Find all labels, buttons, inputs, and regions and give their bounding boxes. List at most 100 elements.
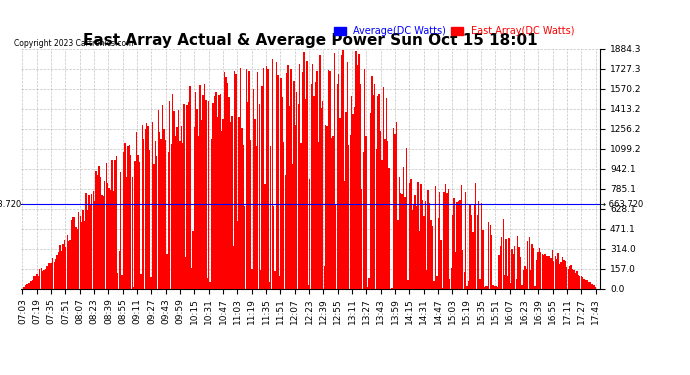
Bar [371,76,373,289]
Bar [510,283,511,289]
Bar [539,248,540,289]
Bar [137,154,139,289]
Bar [43,270,45,289]
Bar [437,217,439,289]
Bar [181,126,182,289]
Bar [579,276,580,289]
Bar [338,74,339,289]
Bar [387,141,388,289]
Bar [309,178,310,289]
Bar [339,118,341,289]
Bar [324,266,325,289]
Bar [361,189,362,289]
Bar [52,258,54,289]
Bar [133,287,135,289]
Bar [39,269,41,289]
Bar [400,194,402,289]
Bar [362,152,364,289]
Bar [501,237,502,289]
Bar [144,129,146,289]
Bar [206,279,208,289]
Bar [189,86,190,289]
Bar [78,212,79,289]
Bar [38,276,39,289]
Bar [342,50,344,289]
Bar [65,247,66,289]
Bar [331,138,332,289]
Bar [353,114,354,289]
Bar [164,129,165,289]
Bar [358,54,359,289]
Bar [300,143,302,289]
Bar [346,62,348,289]
Bar [205,99,206,289]
Bar [563,260,564,289]
Bar [423,216,424,289]
Bar [157,110,159,289]
Bar [468,281,469,289]
Bar [391,288,393,289]
Bar [42,271,43,289]
Bar [106,163,107,289]
Bar [583,279,584,289]
Bar [547,256,549,289]
Bar [32,280,33,289]
Bar [388,168,390,289]
Bar [364,69,365,289]
Bar [290,69,292,289]
Bar [446,193,448,289]
Bar [457,201,459,289]
Bar [511,249,513,289]
Bar [515,279,517,289]
Bar [46,266,48,289]
Bar [217,117,218,289]
Bar [556,259,558,289]
Bar [136,132,137,289]
Bar [25,285,26,289]
Bar [442,288,443,289]
Bar [595,287,596,289]
Bar [471,215,472,289]
Bar [335,206,337,289]
Bar [382,160,383,289]
Bar [126,177,127,289]
Bar [485,286,486,289]
Bar [481,204,482,289]
Bar [29,282,30,289]
Bar [452,215,453,289]
Bar [558,254,559,289]
Bar [263,68,264,289]
Bar [30,281,32,289]
Bar [246,69,247,289]
Bar [124,143,126,289]
Bar [576,271,578,289]
Bar [533,248,534,289]
Bar [28,283,29,289]
Bar [98,166,99,289]
Bar [299,64,300,289]
Bar [37,274,38,289]
Bar [268,282,270,289]
Bar [530,270,531,289]
Bar [262,86,263,289]
Bar [148,126,149,289]
Bar [82,210,83,289]
Bar [456,201,457,289]
Bar [140,274,141,289]
Bar [424,201,426,289]
Bar [283,142,284,289]
Bar [419,231,420,289]
Bar [219,94,221,289]
Text: ← 663.720: ← 663.720 [0,200,21,209]
Bar [426,270,427,289]
Bar [110,190,111,289]
Bar [589,282,591,289]
Bar [495,285,497,289]
Bar [410,179,411,289]
Bar [107,183,108,289]
Bar [228,97,230,289]
Bar [559,264,560,289]
Bar [282,97,283,289]
Bar [253,88,254,289]
Bar [312,64,313,289]
